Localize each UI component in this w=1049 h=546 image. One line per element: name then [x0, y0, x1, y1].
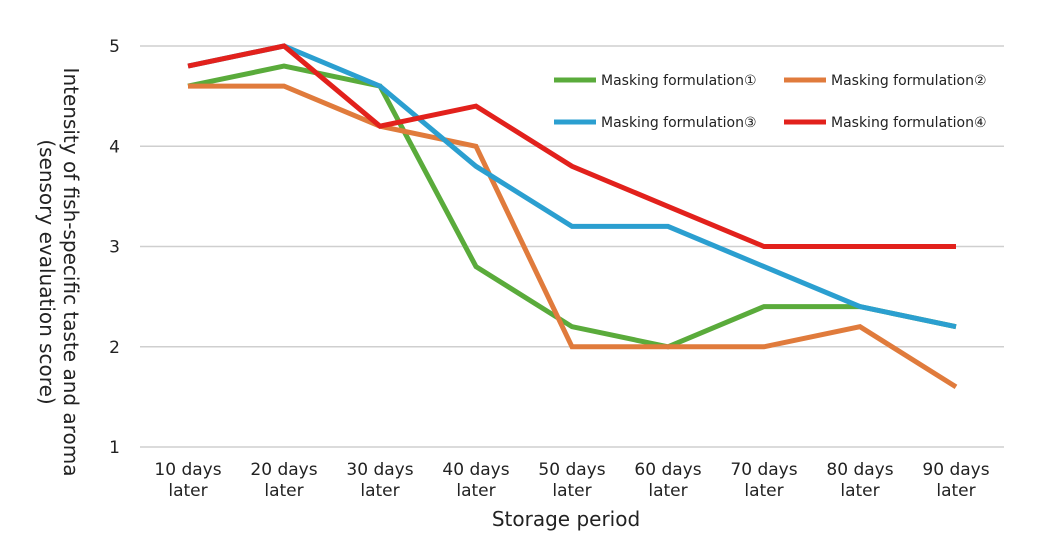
legend-label: Masking formulation②	[831, 73, 987, 89]
x-tick-label: later	[840, 481, 879, 501]
x-tick-label: later	[936, 481, 975, 501]
x-axis-title: Storage period	[492, 507, 640, 531]
x-tick-label: later	[648, 481, 687, 501]
x-tick-label: 40 days	[442, 460, 509, 480]
x-tick-label: 50 days	[538, 460, 605, 480]
y-axis-title-line-2: (sensory evaluation score)	[35, 139, 59, 404]
y-axis-title-line-1: Intensity of fish-specific taste and aro…	[59, 68, 83, 477]
legend-label: Masking formulation④	[831, 115, 987, 131]
y-tick-label: 3	[109, 238, 120, 258]
x-tick-label: 90 days	[922, 460, 989, 480]
x-tick-label: later	[552, 481, 591, 501]
legend: Masking formulation① Masking formulation②…	[554, 73, 987, 131]
y-tick-label: 1	[109, 438, 120, 458]
x-tick-label: later	[456, 481, 495, 501]
x-tick-label: 10 days	[154, 460, 221, 480]
y-tick-label: 4	[109, 137, 120, 157]
series-line-1	[187, 63, 957, 350]
series-line-3	[187, 43, 957, 330]
series-line-4	[187, 43, 956, 249]
series-line-2	[188, 83, 958, 390]
x-tick-label: later	[168, 481, 207, 501]
x-tick-label: later	[360, 481, 399, 501]
x-tick-label: later	[744, 481, 783, 501]
x-tick-label: 80 days	[826, 460, 893, 480]
y-tick-label: 2	[109, 338, 120, 358]
x-tick-label: 30 days	[346, 460, 413, 480]
y-axis-ticks: 1 2 3 4 5	[109, 37, 120, 458]
x-tick-label: 70 days	[730, 460, 797, 480]
x-tick-label: later	[264, 481, 303, 501]
y-tick-label: 5	[109, 37, 120, 57]
x-tick-label: 60 days	[634, 460, 701, 480]
x-tick-label: 20 days	[250, 460, 317, 480]
y-axis-title: Intensity of fish-specific taste and aro…	[35, 68, 83, 477]
legend-label: Masking formulation①	[601, 73, 757, 89]
series-lines	[187, 43, 958, 390]
legend-label: Masking formulation③	[601, 115, 757, 131]
